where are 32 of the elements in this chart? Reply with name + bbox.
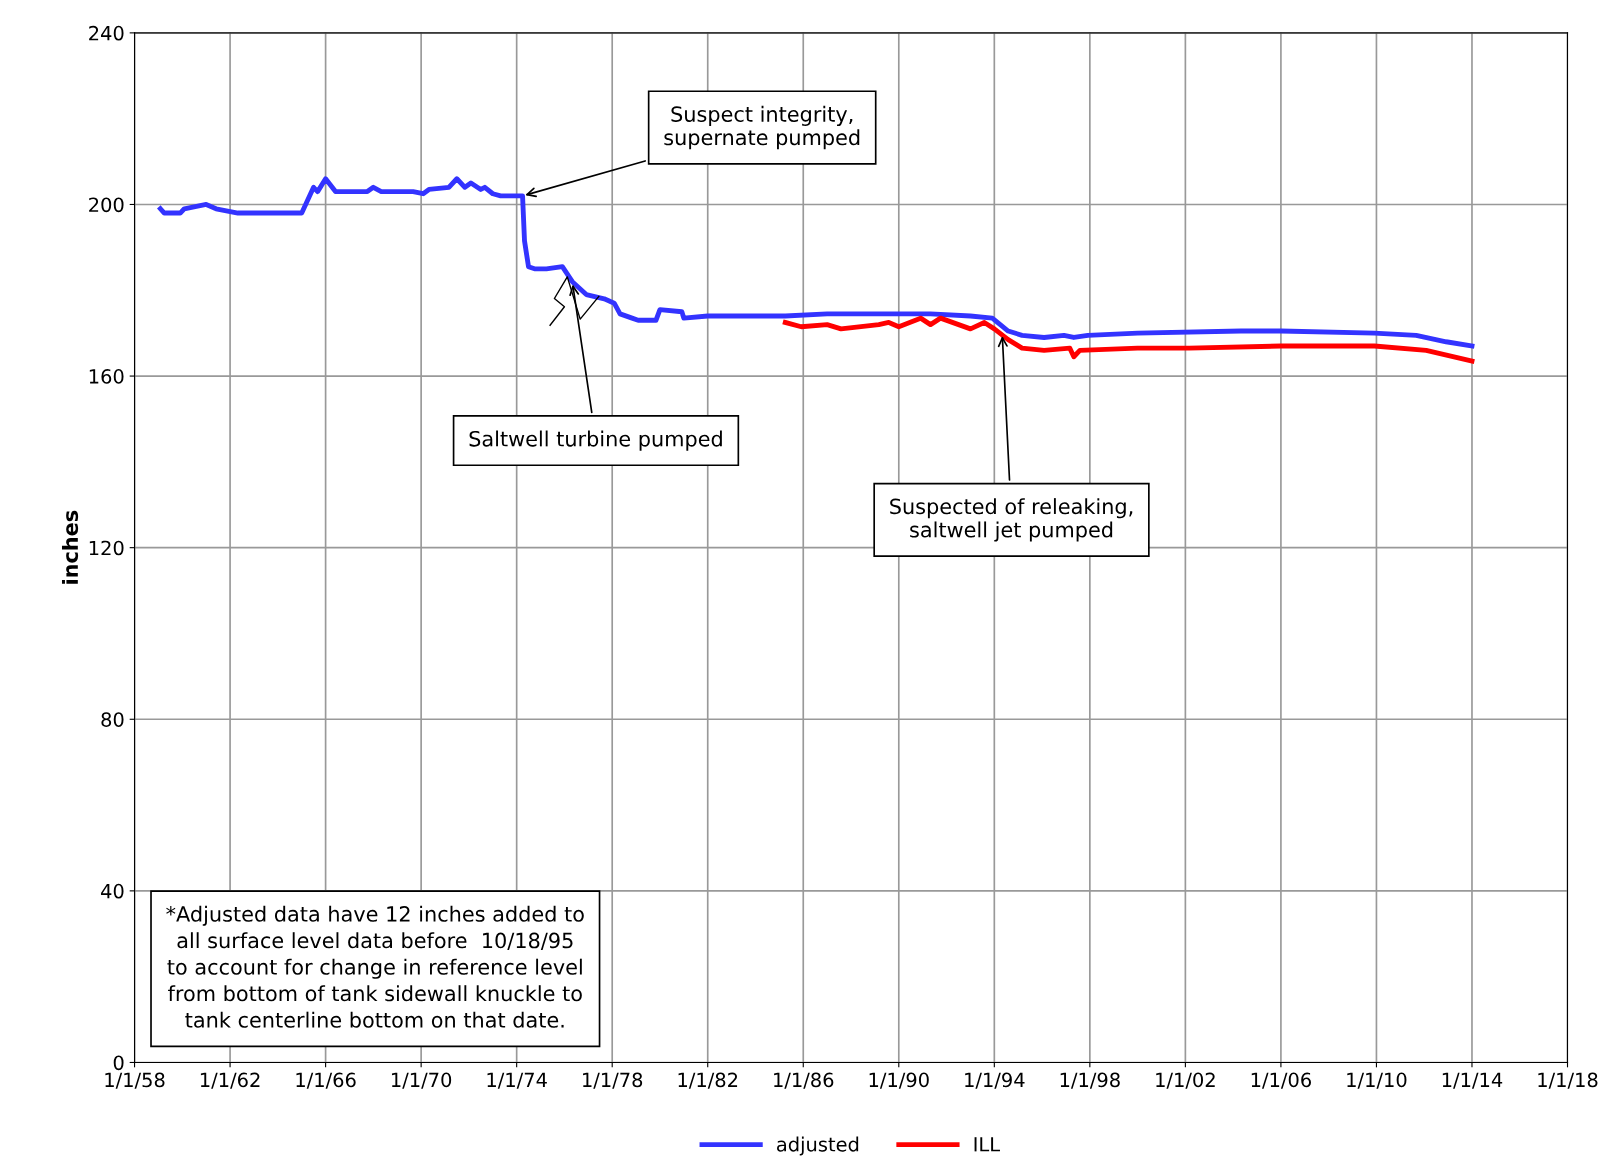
- x-tick-label: 1/1/10: [1347, 1072, 1407, 1089]
- x-tick-label: 1/1/94: [965, 1072, 1025, 1089]
- annotation: Saltwell turbine pumped: [469, 430, 722, 451]
- x-tick-label: 1/1/66: [296, 1072, 356, 1089]
- x-tick-label: 1/1/70: [391, 1072, 452, 1089]
- y-tick-label: 80: [101, 712, 124, 727]
- y-tick-label: 0: [113, 1055, 124, 1071]
- line-series: [158, 176, 1475, 349]
- y-tick-label: 40: [101, 883, 124, 899]
- x-tick-label: 1/1/74: [487, 1072, 547, 1089]
- annotation: Suspect integrity, supernate pumped: [664, 105, 860, 150]
- x-tick-label: 1/1/86: [774, 1072, 834, 1089]
- annotation: *Adjusted data have 12 inches added to all surface level data before 10/18/95 to account for change in reference level from bottom of tank sidewall knuckle to tank centerline bottom on that date.: [166, 905, 584, 1028]
- line-series: [782, 315, 1475, 364]
- y-tick-label: 240: [89, 25, 124, 41]
- y-tick-label: 120: [89, 540, 124, 556]
- x-tick-label: 1/1/02: [1156, 1072, 1215, 1089]
- legend-label: adjusted: [777, 1136, 859, 1156]
- x-tick-label: 1/1/78: [583, 1072, 643, 1089]
- x-tick-label: 1/1/18: [1538, 1072, 1598, 1089]
- y-tick-label: 160: [89, 369, 124, 384]
- x-tick-label: 1/1/90: [869, 1072, 929, 1089]
- x-tick-label: 1/1/62: [200, 1072, 260, 1089]
- annotation: Suspected of releaking, saltwell jet pumped: [890, 498, 1133, 542]
- x-tick-label: 1/1/98: [1060, 1072, 1120, 1089]
- x-tick-label: 1/1/06: [1251, 1072, 1311, 1089]
- y-tick-label: 200: [89, 197, 124, 213]
- x-tick-label: 1/1/58: [105, 1072, 165, 1089]
- x-tick-label: 1/1/82: [678, 1072, 738, 1089]
- y-axis-title: inches: [61, 510, 79, 584]
- x-tick-label: 1/1/14: [1442, 1072, 1503, 1089]
- legend-label: ILL: [974, 1137, 1000, 1152]
